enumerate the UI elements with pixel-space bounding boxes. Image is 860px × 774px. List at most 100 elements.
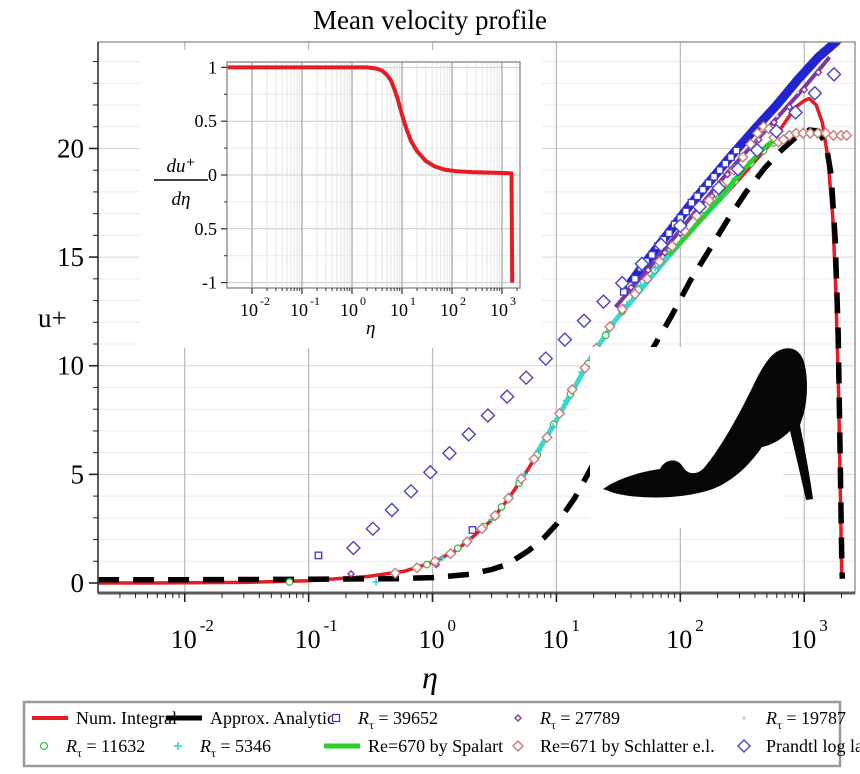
marker-diamond bbox=[579, 362, 591, 374]
legend-label: Rτ = 39652 bbox=[357, 708, 438, 732]
y-tick-label: 10 bbox=[57, 351, 84, 381]
legend-label: Rτ = 19787 bbox=[765, 708, 846, 732]
marker-circle bbox=[601, 331, 610, 340]
x-tick-exponent: 1 bbox=[571, 616, 580, 635]
x-tick-exponent: 2 bbox=[695, 616, 704, 635]
marker-diamond bbox=[422, 464, 438, 480]
marker-diamond bbox=[345, 540, 361, 556]
marker-diamond bbox=[514, 714, 522, 722]
marker-circle bbox=[497, 503, 506, 511]
marker-diamond bbox=[365, 521, 381, 537]
inset-x-tick-label: 10 bbox=[290, 300, 308, 320]
marker-square bbox=[721, 159, 730, 168]
inset-x-tick-label: 10 bbox=[240, 300, 258, 320]
marker-diamond bbox=[528, 453, 540, 465]
series-prandtl-log-law bbox=[345, 66, 842, 556]
inset-x-tick-label: 10 bbox=[390, 300, 408, 320]
x-tick-exponent: -1 bbox=[324, 616, 338, 635]
inset-x-tick-exponent: -2 bbox=[260, 294, 270, 308]
inset-y-tick-label: -1 bbox=[202, 273, 217, 293]
legend-item-prandtl-log-law: Prandtl log law bbox=[737, 736, 860, 756]
marker-diamond bbox=[819, 127, 832, 139]
marker-diamond bbox=[754, 135, 763, 144]
marker-diamond bbox=[403, 483, 419, 499]
marker-diamond bbox=[691, 210, 703, 222]
marker-diamond bbox=[641, 273, 653, 285]
marker-diamond bbox=[629, 288, 641, 300]
marker-square bbox=[704, 179, 713, 188]
marker-diamond bbox=[703, 194, 715, 207]
marker-diamond bbox=[596, 294, 612, 310]
marker-square bbox=[665, 229, 673, 238]
marker-diamond bbox=[751, 127, 764, 139]
inset-x-axis-label: η bbox=[366, 318, 375, 339]
legend-item-r-19787: Rτ = 19787 bbox=[742, 708, 846, 732]
marker-diamond bbox=[476, 522, 488, 535]
marker-square bbox=[468, 526, 477, 534]
marker-dot bbox=[774, 114, 779, 118]
marker-diamond bbox=[737, 739, 751, 753]
legend-label: Rτ = 11632 bbox=[65, 736, 145, 760]
marker-square bbox=[726, 153, 735, 162]
marker-diamond bbox=[616, 303, 628, 315]
marker-diamond bbox=[553, 407, 566, 420]
inset-y-tick-label: 0 bbox=[208, 165, 217, 185]
marker-diamond bbox=[557, 332, 573, 348]
y-tick-label: 5 bbox=[71, 459, 85, 489]
main-plot-series bbox=[98, 42, 853, 586]
marker-diamond bbox=[804, 127, 817, 139]
marker-square bbox=[732, 146, 741, 155]
inset-y-tick-label: 1 bbox=[208, 57, 217, 77]
marker-square bbox=[331, 713, 341, 723]
y-tick-label: 0 bbox=[71, 568, 85, 598]
marker-diamond bbox=[614, 275, 630, 291]
marker-diamond bbox=[672, 218, 688, 234]
inset-series bbox=[227, 65, 515, 283]
marker-diamond bbox=[604, 320, 616, 333]
marker-circle bbox=[422, 560, 431, 569]
y-axis-label: u+ bbox=[38, 303, 67, 333]
legend-label: Approx. Analytic bbox=[210, 708, 335, 728]
inset-ylabel-denominator: dη bbox=[172, 189, 191, 210]
marker-diamond bbox=[347, 569, 356, 578]
marker-diamond bbox=[826, 66, 842, 82]
marker-dot bbox=[742, 716, 746, 720]
marker-diamond bbox=[461, 535, 473, 548]
inset-plot: 10.500.5-110 -2 10 -1 10 0 10 1 10 2 10 3 bbox=[140, 50, 542, 348]
legend-label: Re=670 by Spalart bbox=[368, 736, 503, 756]
marker-diamond bbox=[444, 547, 457, 560]
marker-diamond bbox=[429, 555, 441, 568]
legend-item-re-670-by-spalart: Re=670 by Spalart bbox=[324, 736, 503, 756]
marker-square bbox=[630, 274, 639, 283]
legend-item-approx-analytic: Approx. Analytic bbox=[166, 708, 335, 728]
marker-square bbox=[715, 166, 724, 175]
marker-diamond bbox=[518, 370, 534, 386]
marker-diamond bbox=[480, 407, 496, 423]
legend-item-r-5346: Rτ = 5346 bbox=[174, 736, 271, 760]
x-tick-exponent: -2 bbox=[200, 616, 214, 635]
legend-item-re-671-by-schlatter-e-l: Re=671 by Schlatter e.l. bbox=[512, 736, 715, 756]
inset-curve bbox=[227, 65, 515, 283]
marker-diamond bbox=[730, 161, 746, 177]
marker-diamond bbox=[384, 502, 400, 518]
x-tick-label: 10 bbox=[542, 625, 568, 654]
marker-diamond bbox=[749, 142, 765, 158]
marker-diamond bbox=[512, 740, 524, 752]
inset-ylabel-numerator: du⁺ bbox=[166, 156, 195, 177]
marker-diamond bbox=[788, 104, 804, 120]
x-tick-label: 10 bbox=[419, 625, 445, 654]
legend-label: Prandtl log law bbox=[766, 736, 860, 756]
x-tick-label: 10 bbox=[666, 625, 692, 654]
legend-item-num-integral: Num. Integral bbox=[32, 708, 177, 728]
x-tick-exponent: 0 bbox=[448, 616, 457, 635]
marker-diamond bbox=[502, 492, 515, 505]
inset-x-tick-exponent: 0 bbox=[360, 294, 366, 308]
marker-circle bbox=[285, 578, 294, 586]
chart-title: Mean velocity profile bbox=[313, 5, 547, 35]
marker-diamond bbox=[768, 123, 784, 139]
marker-diamond bbox=[461, 426, 477, 442]
marker-diamond bbox=[723, 170, 732, 179]
